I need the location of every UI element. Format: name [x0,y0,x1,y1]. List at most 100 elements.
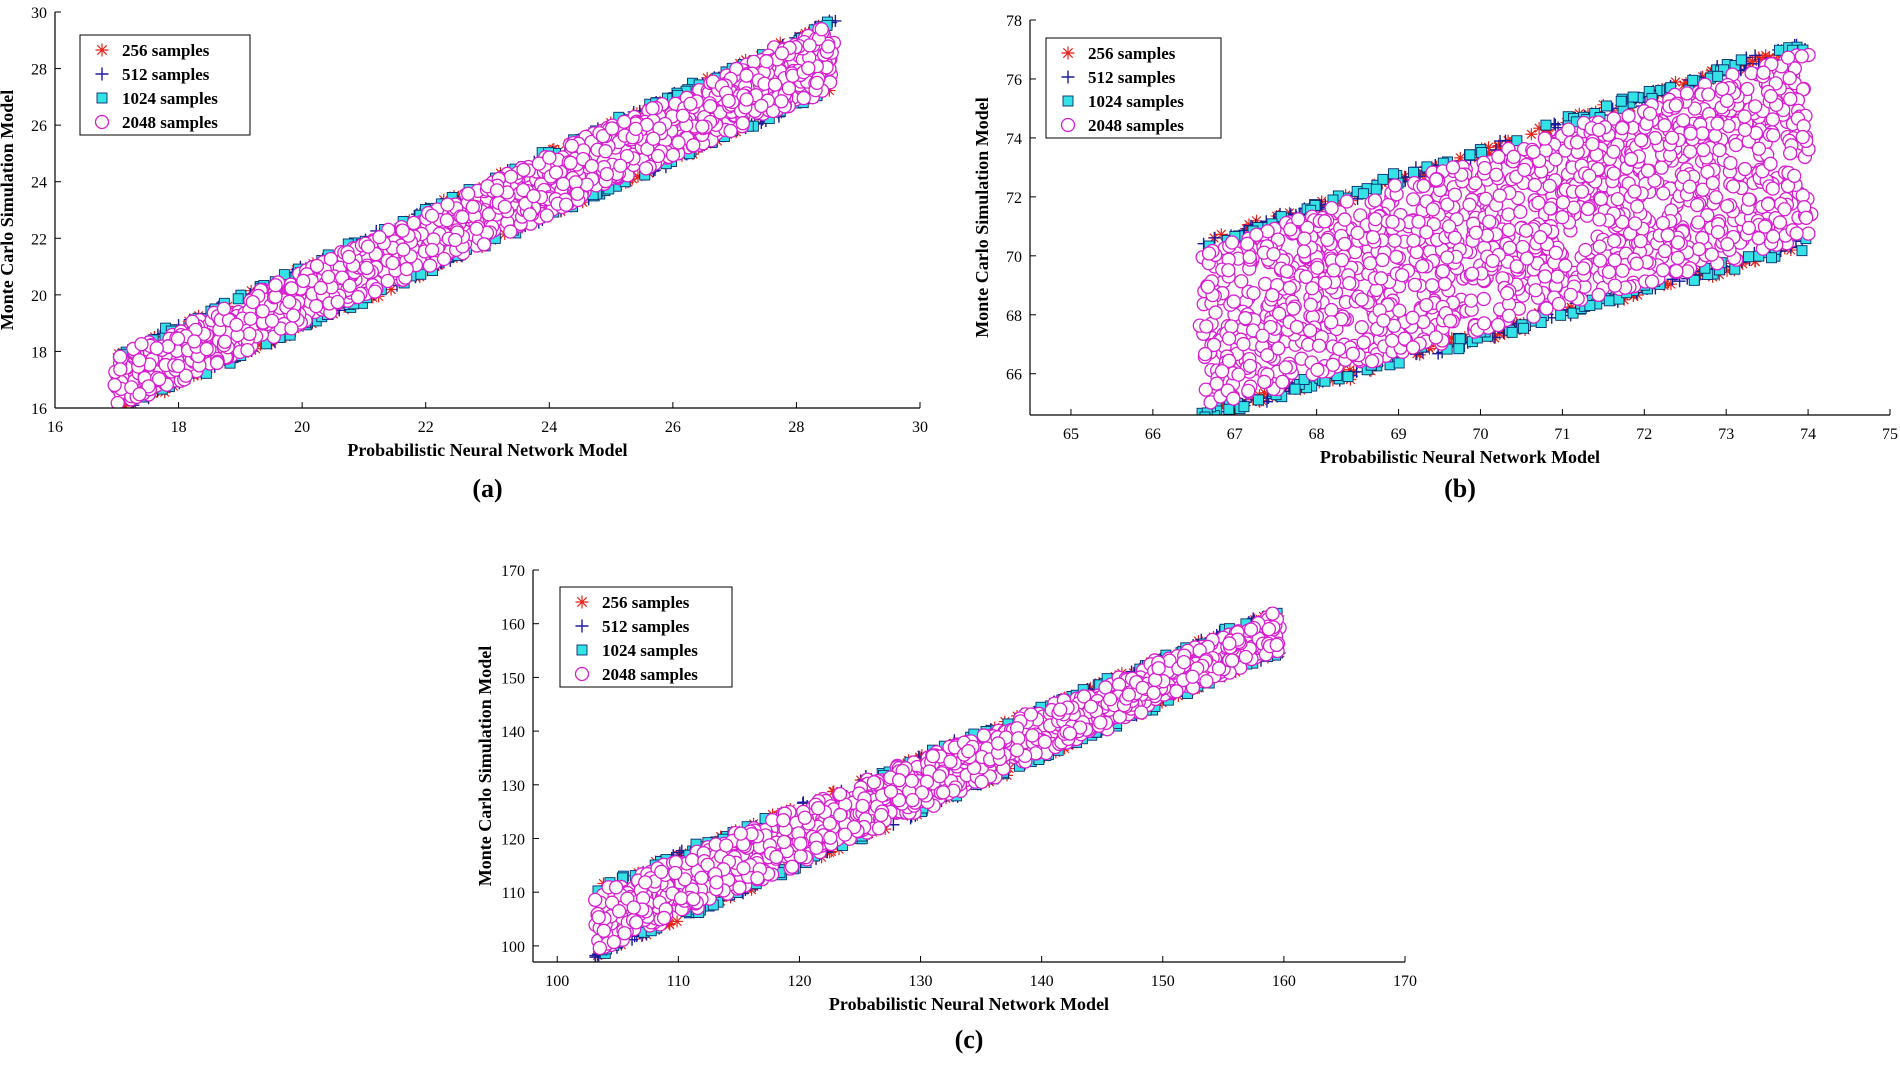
chart-b-point-2048 [1261,349,1274,362]
chart-a-point-2048 [188,335,201,348]
chart-b-point-2048 [1237,338,1250,351]
chart-b-point-2048 [1478,162,1491,175]
chart-b-point-2048 [1658,119,1671,132]
chart-a-point-2048 [724,124,737,137]
chart-b-point-2048 [1478,317,1491,330]
chart-b-point-2048 [1742,193,1755,206]
chart-b-legend-label-3: 1024 samples [1088,92,1184,111]
chart-a-point-2048 [769,78,782,91]
chart-b-point-2048 [1752,232,1765,245]
chart-b-point-2048 [1527,310,1540,323]
chart-b-point-2048 [1290,321,1303,334]
chart-b-point-2048 [1738,110,1751,123]
chart-b-point-2048 [1446,161,1459,174]
chart-b-point-2048 [1593,240,1606,253]
chart-b-point-2048 [1241,237,1254,250]
chart-b-point-2048 [1267,248,1280,261]
chart-a-y-tick-label: 24 [31,175,47,192]
chart-b-point-2048 [1227,295,1240,308]
chart-b-y-tick-label: 72 [1006,190,1022,207]
chart-b-y-tick-label: 66 [1006,367,1022,384]
chart-b-legend-marker-1 [1062,47,1075,60]
chart-a-point-2048 [150,342,163,355]
chart-b-y-tick-label: 78 [1006,13,1022,30]
chart-b-point-1024 [1736,55,1746,65]
chart-b-point-2048 [1802,227,1815,240]
chart-b-point-2048 [1616,122,1629,135]
chart-b-point-2048 [1321,233,1334,246]
chart-b-x-tick-label: 67 [1227,426,1243,443]
chart-b-point-2048 [1351,226,1364,239]
chart-b-point-2048 [1790,227,1803,240]
chart-a-point-2048 [241,344,254,357]
chart-a-point-2048 [797,92,810,105]
chart-b-point-2048 [1287,302,1300,315]
chart-a-x-tick-label: 20 [294,419,310,436]
chart-b-point-2048 [1466,267,1479,280]
chart-b-point-2048 [1608,279,1621,292]
chart-a-point-2048 [560,198,573,211]
chart-b-point-1024 [1713,71,1723,81]
chart-b-point-2048 [1335,254,1348,267]
chart-b-points [1193,39,1818,422]
chart-b-point-2048 [1581,202,1594,215]
chart-b-point-2048 [1711,226,1724,239]
chart-b-point-2048 [1603,266,1616,279]
chart-b-point-2048 [1276,375,1289,388]
chart-b-y-tick-label: 68 [1006,308,1022,325]
chart-b-point-2048 [1297,245,1310,258]
chart-a-point-2048 [407,216,420,229]
chart-a-point-2048 [423,259,436,272]
chart-a-x-tick-label: 30 [912,419,928,436]
chart-b-point-2048 [1684,127,1697,140]
chart-b-point-2048 [1710,191,1723,204]
chart-a-point-2048 [368,285,381,298]
chart-a-point-2048 [230,318,243,331]
chart-b-point-2048 [1390,250,1403,263]
chart-a-point-2048 [360,261,373,274]
chart-b-point-2048 [1502,223,1515,236]
chart-b-point-2048 [1244,359,1257,372]
chart-a-y-tick-label: 22 [31,231,47,248]
chart-b-point-1024 [1455,334,1465,344]
chart-b-point-2048 [1782,51,1795,64]
chart-b-point-2048 [1752,142,1765,155]
chart-b-point-2048 [1209,306,1222,319]
chart-a-point-2048 [803,39,816,52]
chart-b-point-2048 [1396,269,1409,282]
chart-b-point-1024 [1378,174,1388,184]
chart-a-panel-label: (a) [472,474,502,503]
chart-a-point-2048 [133,354,146,367]
chart-a-point-2048 [438,253,451,266]
chart-b-point-2048 [1713,144,1726,157]
chart-a-point-2048 [565,139,578,152]
chart-b-point-2048 [1579,244,1592,257]
chart-b-point-2048 [1319,276,1332,289]
chart-b-legend-marker-4 [1062,119,1075,132]
chart-b-point-2048 [1311,363,1324,376]
chart-b-point-2048 [1594,193,1607,206]
chart-a-point-2048 [217,302,230,315]
chart-b-point-1024 [1409,167,1419,177]
chart-b-point-2048 [1227,392,1240,405]
chart-a-point-2048 [218,335,231,348]
chart-a-y-tick-label: 26 [31,118,47,135]
chart-b-point-2048 [1239,312,1252,325]
chart-b-point-2048 [1408,278,1421,291]
chart-a-point-2048 [687,139,700,152]
chart-a-point-2048 [211,356,224,369]
chart-a-point-2048 [704,100,717,113]
chart-a-legend-label-1: 256 samples [122,41,210,60]
chart-b-point-2048 [1721,200,1734,213]
chart-a-point-2048 [441,198,454,211]
chart-a-point-2048 [543,151,556,164]
chart-b-point-2048 [1670,265,1683,278]
chart-b-point-1024 [1797,246,1807,256]
chart-b-point-2048 [1677,114,1690,127]
chart-b-point-2048 [1311,261,1324,274]
chart-b-point-2048 [1279,361,1292,374]
chart-a-point-2048 [740,69,753,82]
